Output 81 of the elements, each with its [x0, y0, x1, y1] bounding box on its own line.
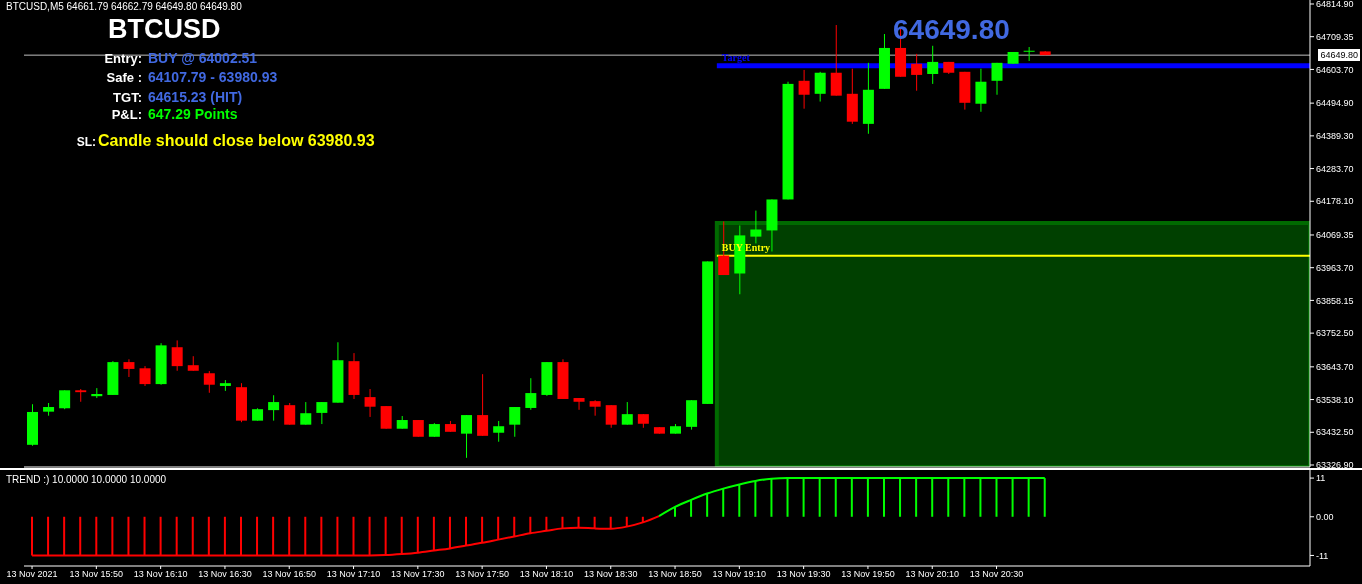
annotation: 647.29 Points: [148, 106, 238, 122]
y-tick-label: -11: [1316, 550, 1329, 561]
candlestick: [509, 406, 521, 438]
x-tick-label: 13 Nov 18:30: [583, 569, 638, 580]
y-tick-label: 64814.90: [1316, 0, 1354, 10]
x-tick-label: 13 Nov 19:30: [776, 569, 831, 580]
x-tick-label: 13 Nov 20:30: [969, 569, 1024, 580]
x-tick-label: 13 Nov 2021: [6, 569, 58, 580]
y-tick-label: 63643.70: [1316, 362, 1354, 373]
y-tick-label: 64603.70: [1316, 64, 1354, 75]
y-tick-label: 64494.90: [1316, 98, 1354, 109]
annotation: 64615.23 (HIT): [148, 89, 243, 105]
candlestick: [975, 68, 987, 113]
y-tick-label: 64283.70: [1316, 163, 1354, 174]
y-tick-label: 64709.35: [1316, 31, 1354, 42]
candlestick: [1023, 46, 1035, 62]
candlestick: [621, 401, 633, 426]
candlestick: [573, 397, 585, 411]
y-tick-label: 64178.10: [1316, 196, 1354, 207]
candlestick: [59, 389, 71, 410]
x-tick-label: 13 Nov 19:10: [712, 569, 767, 580]
annotation: Candle should close below 63980.93: [98, 132, 375, 150]
annotation: P&L:: [110, 107, 142, 122]
annotation: 64649.80: [893, 14, 1010, 46]
candlestick: [830, 24, 842, 97]
annotation: TGT:: [112, 90, 142, 105]
candlestick: [284, 402, 296, 426]
candlestick: [123, 358, 135, 378]
y-tick-label: 63858.15: [1316, 295, 1354, 306]
x-tick-label: 13 Nov 16:30: [198, 569, 252, 580]
x-tick-label: 13 Nov 16:10: [133, 569, 188, 580]
candlestick: [316, 401, 328, 425]
candlestick: [991, 62, 1003, 96]
candlestick: [798, 69, 810, 110]
line-series: [657, 477, 1046, 518]
candlestick: [589, 399, 601, 417]
x-tick-label: 13 Nov 16:50: [262, 569, 317, 580]
candlestick: [477, 373, 489, 437]
candlestick: [300, 401, 312, 426]
candlestick: [525, 377, 537, 411]
candlestick: [814, 71, 826, 103]
candlestick: [750, 210, 762, 244]
text: BTCUSD: [108, 14, 221, 45]
candlestick: [605, 404, 617, 429]
candlestick: [268, 394, 280, 422]
candlestick: [139, 365, 151, 387]
annotation: 64107.79 - 63980.93: [148, 69, 278, 85]
candlestick: [203, 370, 215, 394]
candlestick: [927, 45, 939, 85]
ref-line-label: 64649.80: [1318, 49, 1360, 62]
candlestick: [911, 53, 923, 92]
y-tick-label: 64069.35: [1316, 230, 1354, 241]
annotation: Safe :: [105, 70, 142, 85]
chart-subtitle: BTCUSD,M5 64661.79 64662.79 64649.80 64649.80: [6, 1, 242, 12]
x-tick-label: 13 Nov 18:50: [648, 569, 702, 580]
candlestick: [364, 388, 376, 418]
x-tick-label: 13 Nov 17:50: [455, 569, 509, 580]
annotation: SL:: [75, 135, 96, 149]
y-tick-label: 63963.70: [1316, 262, 1354, 273]
candlestick: [380, 405, 392, 430]
chart-title: TREND :) 10.0000 10.0000 10.0000: [6, 474, 167, 485]
y-tick-label: 63752.50: [1316, 328, 1354, 339]
candlestick: [171, 339, 183, 372]
x-tick-label: 13 Nov 20:10: [905, 569, 960, 580]
y-tick-label: 63432.50: [1316, 427, 1354, 438]
line-series: [31, 515, 660, 557]
x-tick-label: 13 Nov 17:10: [326, 569, 381, 580]
y-tick-label: 63326.90: [1316, 460, 1354, 471]
y-tick-label: 11: [1316, 473, 1326, 484]
candlestick: [461, 414, 473, 459]
y-tick-label: 64389.30: [1316, 131, 1354, 142]
annotation: BUY @ 64002.51: [148, 50, 258, 66]
x-tick-label: 13 Nov 19:50: [841, 569, 895, 580]
ref-line-label: Target: [721, 51, 751, 63]
x-tick-label: 13 Nov 15:50: [69, 569, 124, 580]
x-tick-label: 13 Nov 17:30: [391, 569, 445, 580]
y-tick-label: 0.00: [1316, 511, 1334, 522]
annotation: Entry:: [103, 51, 142, 66]
candlestick: [493, 420, 505, 443]
y-tick-label: 63538.10: [1316, 394, 1354, 405]
x-tick-label: 13 Nov 18:10: [519, 569, 574, 580]
